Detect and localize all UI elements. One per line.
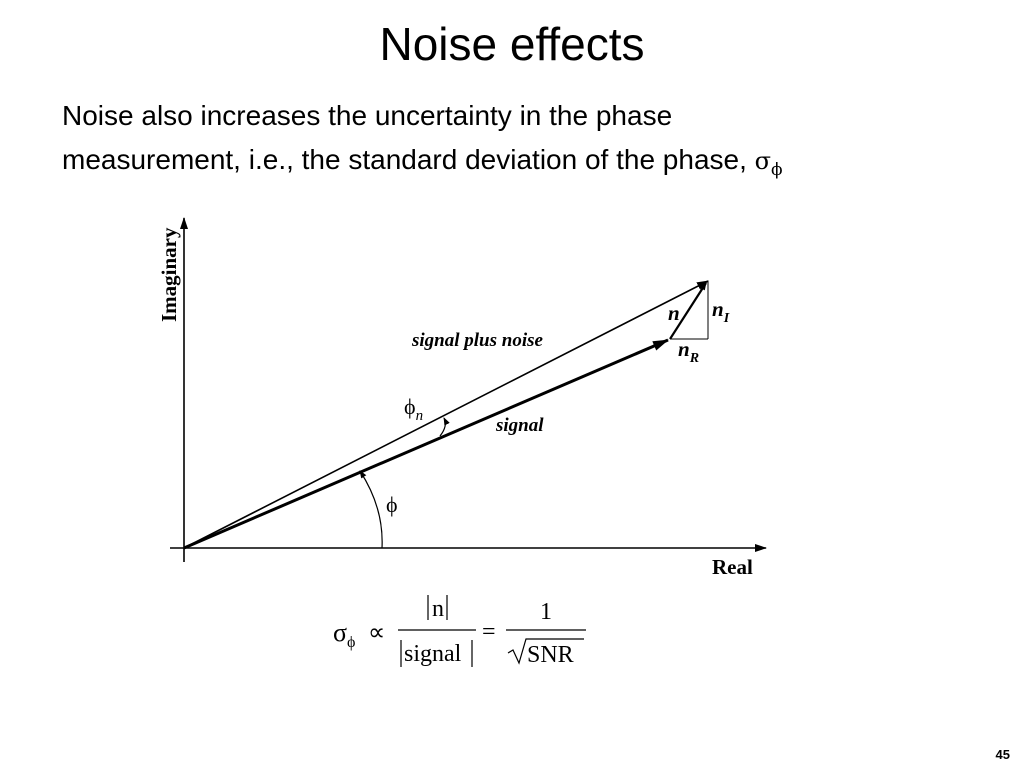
y-axis-label: Imaginary [157, 227, 181, 322]
formula-equals: = [482, 619, 496, 645]
n-label: n [668, 301, 680, 325]
noise-vector [669, 282, 707, 340]
phi-angle-arc [359, 470, 383, 549]
x-axis-label: Real [712, 555, 753, 579]
formula-denominator: signal [404, 641, 462, 667]
sigma-phi-symbol: σϕ [754, 147, 783, 180]
formula-numerator: n [432, 596, 444, 622]
signal-vector [183, 338, 669, 550]
signal-plus-noise-label: signal plus noise [411, 330, 543, 351]
slide-title: Noise effects [379, 18, 645, 70]
n-I-label: nI [712, 297, 730, 326]
sqrt-sign [507, 638, 584, 665]
n-R-label: nR [678, 337, 699, 366]
phi-n-angle-arc [439, 417, 450, 437]
sigma-phi-formula: σϕ ∝ n signal = 1 SNR [333, 595, 586, 668]
body-line-1: Noise also increases the uncertainty in … [62, 100, 673, 131]
body-line-2-text: measurement, i.e., the standard deviatio… [62, 144, 747, 175]
formula-proportional: ∝ [368, 620, 385, 646]
formula-one: 1 [540, 599, 552, 625]
body-line-2: measurement, i.e., the standard deviatio… [62, 138, 982, 192]
phi-label: ϕ [386, 492, 398, 517]
signal-plus-noise-vector [183, 280, 709, 549]
formula-sigma: σϕ [333, 618, 355, 651]
signal-label: signal [495, 415, 544, 436]
page-number: 45 [995, 747, 1010, 762]
formula-snr: SNR [527, 642, 574, 668]
body-text: Noise also increases the uncertainty in … [62, 94, 982, 192]
phi-n-label: ϕn [404, 394, 423, 424]
